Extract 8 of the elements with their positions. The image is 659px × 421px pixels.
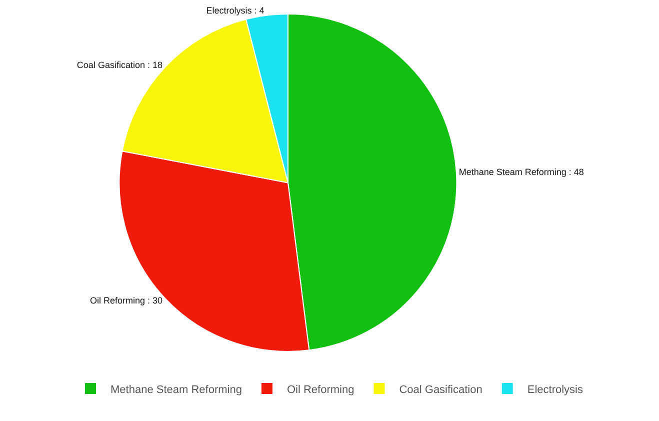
legend-label: Coal Gasification bbox=[399, 384, 482, 396]
data-label: Electrolysis : 4 bbox=[206, 5, 264, 16]
data-label: Methane Steam Reforming : 48 bbox=[458, 167, 584, 178]
legend-label: Electrolysis bbox=[527, 384, 584, 396]
legend-label: Methane Steam Reforming bbox=[110, 384, 242, 396]
legend-label: Oil Reforming bbox=[286, 384, 354, 396]
data-label: Coal Gasification : 18 bbox=[76, 60, 162, 70]
data-label: Oil Reforming : 30 bbox=[90, 296, 162, 306]
